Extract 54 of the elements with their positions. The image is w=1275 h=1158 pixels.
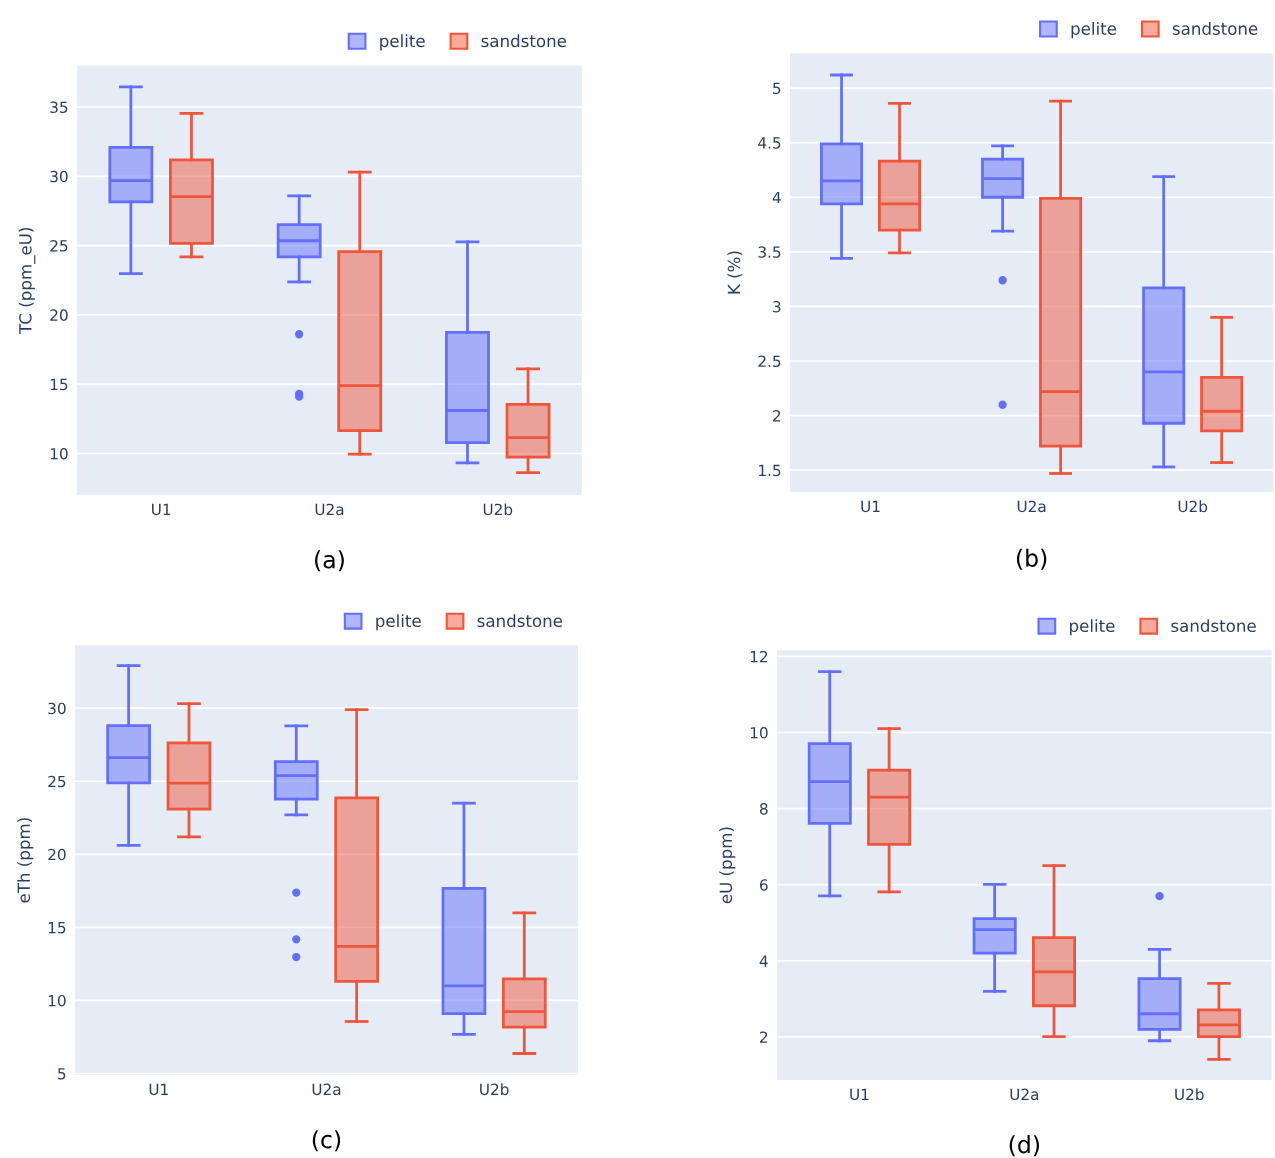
x-tick-label: U1: [850, 1088, 869, 1101]
x-tick-label: U2b: [1178, 500, 1208, 513]
y-tick-label: 15: [50, 378, 68, 391]
legend-label: pelite: [376, 614, 421, 631]
y-tick-label: 4.5: [758, 137, 781, 149]
y-tick-label: 35: [50, 101, 68, 114]
legend-label: sandstone: [481, 34, 567, 48]
y-tick-label: 3: [773, 300, 781, 313]
x-tick-label: U2a: [1017, 500, 1046, 513]
y-tick-label: 4: [772, 191, 781, 204]
y-tick-label: 12: [750, 650, 768, 663]
y-tick-label: 4: [759, 955, 768, 967]
x-tick-label: U2a: [312, 1083, 341, 1096]
legend-label: sandstone: [477, 614, 563, 628]
legend-label: pelite: [1071, 22, 1117, 39]
y-tick-label: 2.5: [758, 355, 781, 368]
text: (b): [1016, 548, 1047, 570]
y-tick-label: 20: [48, 848, 66, 861]
y-tick-label: 5: [58, 1068, 66, 1080]
y-tick-label: 1.5: [759, 464, 781, 477]
x-tick-label: U1: [149, 1083, 168, 1096]
y-tick-label: 25: [50, 240, 68, 252]
legend-label: sandstone: [1172, 22, 1258, 35]
x-tick-label: U2b: [483, 503, 513, 516]
y-axis-title: TC (ppm_eU): [18, 228, 36, 334]
y-tick-label: 5: [773, 82, 781, 95]
y-tick-label: 2: [773, 410, 781, 422]
text: (c): [312, 1130, 341, 1152]
y-axis-title: eTh (ppm): [17, 818, 34, 903]
x-tick-label: U2b: [480, 1083, 509, 1096]
x-tick-label: U1: [861, 500, 880, 513]
y-tick-label: 25: [48, 775, 66, 788]
y-axis-title: K (%): [727, 251, 743, 294]
x-tick-label: U2a: [315, 503, 344, 516]
legend-label: pelite: [380, 34, 425, 51]
x-tick-label: U1: [152, 503, 171, 516]
y-tick-label: 6: [760, 879, 768, 891]
legend-label: pelite: [1070, 619, 1115, 636]
legend-label: sandstone: [1171, 619, 1256, 633]
y-tick-label: 15: [48, 922, 66, 934]
x-tick-label: U2b: [1175, 1088, 1204, 1101]
y-tick-label: 20: [50, 309, 68, 321]
x-tick-label: U2a: [1010, 1088, 1039, 1101]
y-tick-label: 30: [48, 702, 66, 715]
text: (d): [1009, 1135, 1040, 1157]
y-tick-label: 10: [750, 726, 768, 739]
y-tick-label: 3.5: [758, 246, 781, 258]
text: (a): [315, 550, 344, 572]
y-tick-label: 2: [760, 1031, 768, 1043]
y-axis-title: eU (ppm): [719, 827, 736, 904]
y-tick-label: 10: [50, 447, 68, 460]
y-tick-label: 30: [50, 170, 68, 183]
y-tick-label: 8: [759, 803, 768, 815]
y-tick-label: 10: [48, 994, 66, 1007]
